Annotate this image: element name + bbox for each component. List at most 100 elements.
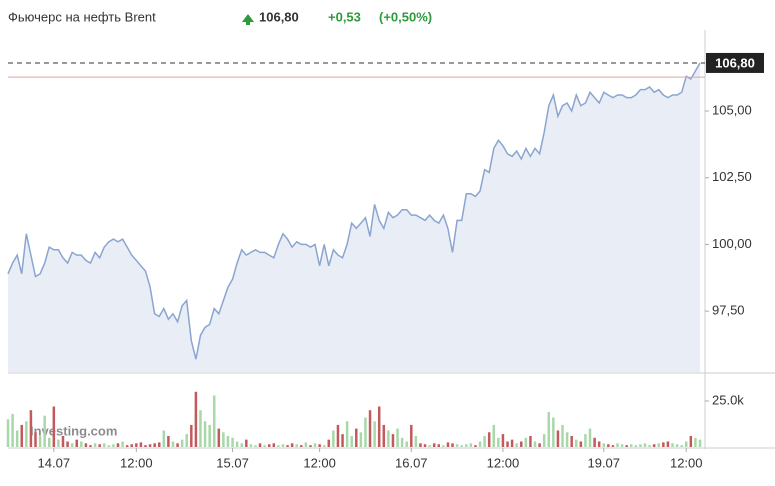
volume-bar <box>318 444 321 447</box>
volume-bar <box>423 444 427 447</box>
x-tick-label: 12:00 <box>303 455 336 470</box>
volume-bar <box>185 434 188 447</box>
volume-bar <box>364 417 367 447</box>
volume-bar <box>538 443 541 447</box>
volume-bar <box>70 443 74 447</box>
volume-bar <box>162 430 166 447</box>
volume-bar <box>15 430 19 447</box>
volume-bar <box>304 442 308 447</box>
volume-bar <box>208 424 211 447</box>
x-tick-label: 12:00 <box>120 455 153 470</box>
volume-bar <box>570 435 573 447</box>
volume-bar <box>547 412 551 447</box>
volume-bar <box>93 443 97 447</box>
volume-bar <box>487 432 491 447</box>
volume-bar <box>474 445 477 447</box>
volume-bar <box>47 437 51 447</box>
volume-bar <box>584 434 587 447</box>
volume-bar <box>235 441 239 447</box>
volume-bar <box>125 445 129 447</box>
volume-bar <box>506 441 509 447</box>
volume-bar <box>267 444 271 447</box>
volume-bar <box>231 437 234 447</box>
volume-bar <box>6 419 10 447</box>
volume-bar <box>309 445 312 447</box>
volume-bar <box>43 415 46 447</box>
volume-bar <box>336 424 340 447</box>
volume-bar <box>107 445 111 447</box>
volume-bar <box>382 424 386 447</box>
volume-bar <box>593 437 596 447</box>
y2-tick-label: 25.0k <box>712 392 744 407</box>
volume-bar <box>194 391 198 447</box>
volume-bar <box>80 441 83 447</box>
volume-bar <box>290 443 294 447</box>
volume-bar <box>694 437 697 447</box>
volume-bar <box>643 443 647 447</box>
volume-bar <box>455 444 459 447</box>
volume-bar <box>524 437 528 447</box>
volume-bar <box>139 442 143 447</box>
volume-bar <box>112 444 115 447</box>
volume-bar <box>98 444 101 447</box>
volume-bar <box>630 444 633 447</box>
volume-bar <box>144 445 147 447</box>
volume-bar <box>634 445 638 447</box>
volume-bar <box>281 444 285 447</box>
x-tick-label: 19.07 <box>587 455 620 470</box>
volume-bar <box>597 441 601 447</box>
volume-bar <box>639 444 642 447</box>
volume-bar <box>199 410 202 447</box>
change-percent: (+0,50%) <box>379 9 432 24</box>
volume-bar <box>428 445 431 447</box>
x-tick-label: 14.07 <box>38 455 71 470</box>
volume-bar <box>533 441 537 447</box>
volume-bar <box>263 445 266 447</box>
volume-bar <box>414 435 418 447</box>
volume-bar <box>368 410 372 447</box>
volume-bar <box>180 439 184 447</box>
volume-bar <box>153 443 156 447</box>
volume-bar <box>20 424 24 447</box>
volume-bar <box>552 417 555 447</box>
volume-bar <box>313 443 317 447</box>
volume-bar <box>616 443 619 447</box>
volume-bar <box>135 443 138 447</box>
volume-bar <box>148 444 152 447</box>
volume-bar <box>432 443 436 447</box>
volume-bar <box>579 441 583 447</box>
volume-bar <box>176 443 179 447</box>
last-price-label: 106,80 <box>715 55 755 70</box>
volume-bar <box>460 445 463 447</box>
volume-bar <box>286 445 289 447</box>
y-tick-label: 100,00 <box>712 236 752 251</box>
volume-bar <box>510 439 514 447</box>
volume-bar <box>478 441 482 447</box>
volume-bar <box>657 443 661 447</box>
x-tick-label: 15.07 <box>216 455 249 470</box>
volume-bar <box>497 437 500 447</box>
volume-bar <box>588 428 592 447</box>
volume-bar <box>130 444 133 447</box>
volume-bar <box>171 441 175 447</box>
volume-bar <box>254 445 257 447</box>
volume-bar <box>520 441 523 447</box>
volume-bar <box>666 441 670 447</box>
volume-bar <box>483 435 486 447</box>
volume-bar <box>620 444 624 447</box>
volume-bar <box>410 424 413 447</box>
volume-bar <box>57 439 60 447</box>
volume-bar <box>212 395 216 447</box>
volume-bar <box>387 430 390 447</box>
volume-bar <box>515 443 518 447</box>
last-price-tag <box>706 52 764 73</box>
volume-bar <box>11 413 14 447</box>
volume-bar <box>446 442 450 447</box>
volume-bar <box>396 428 399 447</box>
volume-bar <box>34 432 37 447</box>
volume-bar <box>373 421 376 447</box>
volume-bar <box>451 443 454 447</box>
volume-bar <box>556 430 560 447</box>
volume-bar <box>245 439 248 447</box>
